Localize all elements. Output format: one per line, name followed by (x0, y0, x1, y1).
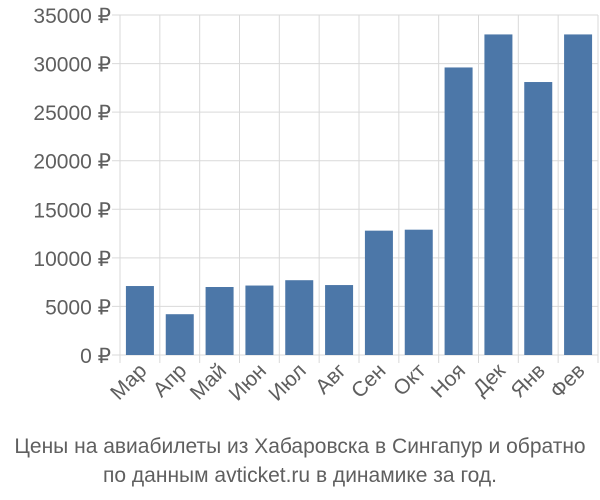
bar-1 (125, 286, 154, 355)
chart-caption-line-2: по данным avticket.ru в динамике за год. (103, 464, 497, 487)
bar-11 (524, 82, 553, 356)
x-tick-label: Ноя (427, 359, 470, 402)
bar-chart: 0 ₽ 5000 ₽ 10000 ₽ 15000 ₽ 20000 ₽ 25000 ₽ 300… (33, 5, 599, 406)
y-tick-label: 10000 ₽ (33, 248, 111, 271)
bar-5 (285, 280, 314, 355)
y-tick-label: 25000 ₽ (33, 102, 111, 125)
x-tick-label: Мар (106, 359, 151, 404)
chart-caption-line-1: Цены на авиабилеты из Хабаровска в Синга… (14, 435, 586, 458)
bar-12 (564, 34, 593, 356)
x-tick-label: Май (186, 359, 231, 404)
x-tick-label: Апр (149, 359, 191, 401)
x-tick-label: Сен (347, 359, 390, 402)
y-tick-label: 30000 ₽ (33, 54, 111, 77)
bar-8 (404, 229, 433, 355)
bar-4 (245, 285, 274, 355)
x-tick-label: Дек (469, 359, 511, 401)
x-tick-label: Фев (546, 359, 590, 403)
bar-6 (325, 285, 354, 355)
x-tick-label: Янв (507, 359, 550, 402)
y-axis-tick-labels: 0 ₽ 5000 ₽ 10000 ₽ 15000 ₽ 20000 ₽ 25000 ₽ 300… (33, 5, 111, 368)
y-tick-label: 15000 ₽ (33, 199, 111, 222)
x-tick-label: Авг (311, 359, 351, 399)
x-tick-label: Июн (225, 359, 271, 405)
bar-7 (364, 230, 393, 355)
x-tick-label: Июл (264, 359, 310, 405)
y-tick-label: 20000 ₽ (33, 151, 111, 174)
bar-2 (165, 314, 194, 355)
bar-10 (484, 34, 513, 356)
y-tick-label: 5000 ₽ (45, 296, 111, 319)
y-tick-label: 0 ₽ (80, 345, 111, 368)
grid-lines (112, 14, 599, 363)
bar-3 (205, 287, 234, 355)
bar-9 (444, 67, 473, 355)
x-tick-label: Окт (389, 359, 431, 401)
y-tick-label: 35000 ₽ (33, 5, 111, 28)
bars (125, 34, 593, 356)
